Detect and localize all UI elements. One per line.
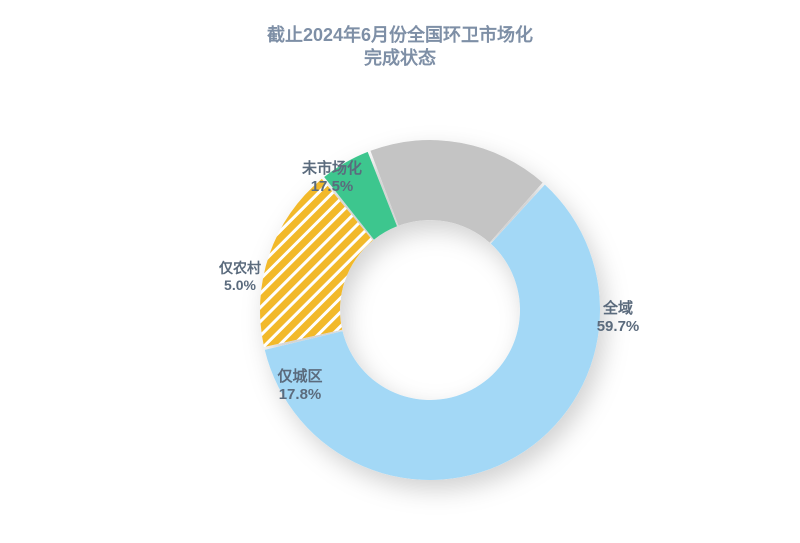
slice-label-name: 仅农村 (180, 260, 300, 277)
slice-label-name: 仅城区 (240, 368, 360, 386)
donut-chart-container: 截止2024年6月份全国环卫市场化 完成状态 全域59.7%仅城区17.8%仅农… (0, 0, 800, 543)
donut-svg (0, 0, 800, 543)
slice-label-name: 全域 (558, 300, 678, 318)
slice-label-percent: 5.0% (180, 277, 300, 294)
slice-label-weishichanghua: 未市场化17.5% (272, 160, 392, 196)
slice-label-percent: 59.7% (558, 318, 678, 336)
slice-label-name: 未市场化 (272, 160, 392, 178)
slice-label-quanyu: 全域59.7% (558, 300, 678, 336)
slice-label-jinchengqu: 仅城区17.8% (240, 368, 360, 404)
slice-label-jinnongcun: 仅农村5.0% (180, 260, 300, 294)
slice-label-percent: 17.5% (272, 178, 392, 196)
slice-label-percent: 17.8% (240, 386, 360, 404)
